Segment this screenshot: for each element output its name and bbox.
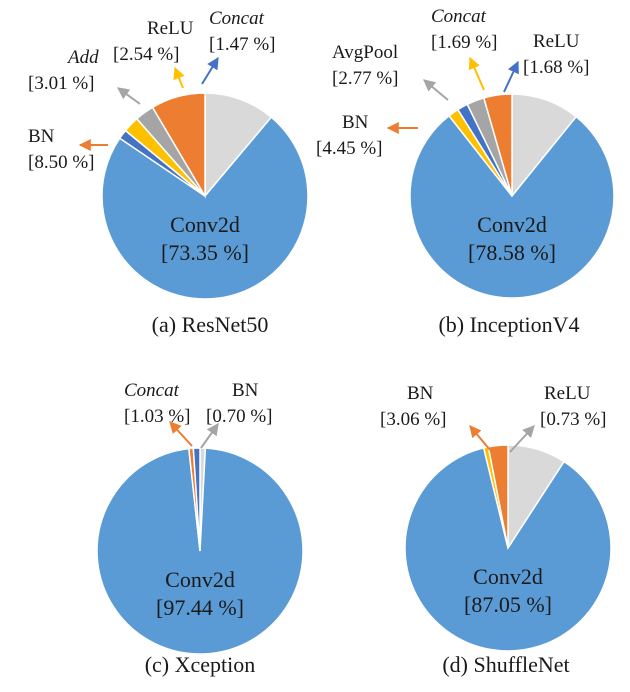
slice-value-relu: [1.68 %]: [523, 57, 589, 78]
slice-label-concat: Concat: [209, 8, 265, 29]
pie-chart-4: Conv2d [87.05 %] BN [3.06 %] ReLU [0.73 %] (d)…: [380, 383, 612, 677]
pie-slice-bn: [482, 93, 513, 197]
pie-chart-3: Conv2d [97.44 %] Concat [1.03 %] BN [0.70 %] (…: [96, 380, 304, 677]
slice-label-concat: Concat: [431, 6, 487, 27]
slice-label-bn: BN: [342, 112, 369, 133]
pie-slice-conv2d: [409, 114, 615, 299]
slice-label-bn: BN: [232, 380, 259, 401]
pie-slice-conv2d: [96, 447, 304, 655]
slice-value-bn: [3.06 %]: [380, 409, 446, 430]
pie-slice-bn: [151, 92, 206, 199]
leader-arrow-avgpool: [423, 79, 449, 101]
chart-caption: (a) ResNet50: [152, 312, 269, 337]
slice-value-bn: [8.50 %]: [28, 152, 94, 173]
slice-label-conv2d: Conv2d: [477, 212, 547, 237]
slice-label-relu: ReLU: [544, 383, 591, 404]
slice-value-concat: [1.03 %]: [124, 406, 190, 427]
slice-value-conv2d: [78.58 %]: [468, 240, 556, 265]
slice-label-add: Add: [66, 47, 99, 68]
leader-arrow-concat: [169, 421, 193, 447]
slice-value-relu: [0.73 %]: [540, 409, 606, 430]
slice-label-relu: ReLU: [147, 18, 194, 39]
chart-caption: (c) Xception: [145, 652, 256, 677]
leader-arrow-relu: [173, 66, 185, 89]
pie-chart-1: Conv2d [73.35 %] BN [8.50 %] Add [3.01 %] ReLU…: [28, 8, 309, 337]
slice-label-bn: BN: [407, 383, 434, 404]
slice-value-conv2d: [97.44 %]: [156, 595, 244, 620]
slice-value-conv2d: [73.35 %]: [161, 240, 249, 265]
slice-label-conv2d: Conv2d: [473, 564, 543, 589]
pie-slice-conv2d: [101, 116, 309, 300]
pie-chart-2: Conv2d [78.58 %] BN [4.45 %] AvgPool [2.77 %]…: [316, 6, 615, 337]
slice-label-concat: Concat: [124, 380, 180, 401]
pie-slice-concat: [192, 447, 201, 552]
leader-arrow-relu: [503, 60, 519, 93]
slice-value-bn: [4.45 %]: [316, 138, 382, 159]
slice-value-concat: [1.69 %]: [431, 32, 497, 53]
slice-label-conv2d: Conv2d: [165, 567, 235, 592]
slice-label-conv2d: Conv2d: [170, 212, 240, 237]
pie-slice-other: [511, 93, 578, 199]
pie-slice-conv2d: [404, 447, 612, 652]
slice-value-avgpool: [2.77 %]: [332, 68, 398, 89]
pie-slice-other: [204, 92, 273, 199]
slice-value-add: [3.01 %]: [28, 73, 94, 94]
leader-arrow-bn: [469, 425, 491, 451]
chart-caption: (b) InceptionV4: [438, 312, 579, 337]
chart-caption: (d) ShuffleNet: [442, 652, 569, 677]
leader-arrow-concat: [468, 56, 485, 91]
slice-label-bn: BN: [28, 126, 55, 147]
slice-value-bn: [0.70 %]: [206, 406, 272, 427]
leader-arrow-concat: [201, 56, 219, 85]
slice-label-relu: ReLU: [533, 31, 580, 52]
leader-arrow-add: [117, 87, 141, 105]
slice-value-relu: [2.54 %]: [113, 44, 179, 65]
leader-arrow-bn: [200, 423, 219, 449]
slice-value-conv2d: [87.05 %]: [464, 592, 552, 617]
slice-value-concat: [1.47 %]: [209, 34, 275, 55]
leader-arrow-relu: [509, 425, 535, 453]
slice-label-avgpool: AvgPool: [332, 42, 398, 63]
